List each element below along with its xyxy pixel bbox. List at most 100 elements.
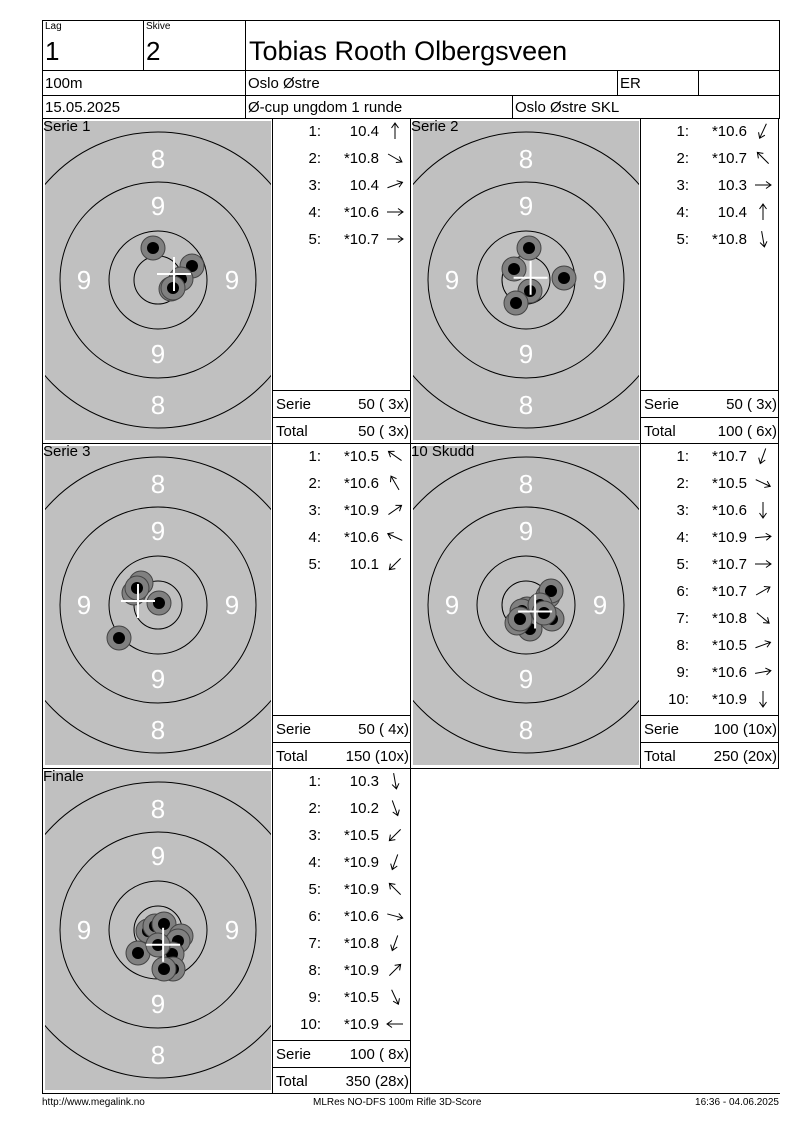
ring-number: 9 (151, 841, 165, 871)
target-ring (45, 781, 271, 1079)
target-ring (413, 131, 639, 429)
shot-number: 3: (308, 502, 321, 519)
shot-number: 9: (308, 989, 321, 1006)
shot-value: *10.7 (343, 231, 379, 248)
shot-number: 5: (308, 881, 321, 898)
shot-number: 2: (676, 475, 689, 492)
shot-number: 8: (676, 637, 689, 654)
shot-center (158, 918, 170, 930)
ring-number: 9 (519, 516, 533, 546)
direction-arrow-icon (754, 532, 772, 541)
shot-value: *10.6 (343, 908, 379, 925)
ring-number: 8 (151, 1040, 165, 1070)
footer-software: MLRes NO-DFS 100m Rifle 3D-Score (313, 1097, 482, 1108)
shot-list: 1: *10.5 2: *10.6 3: *10.9 4: *10.6 5: 10.1 Serie 5… (272, 443, 411, 769)
serie-label: Serie (276, 1046, 312, 1063)
shot-row: 2: 10.2 (273, 800, 411, 820)
shot-number: 6: (308, 908, 321, 925)
target-ring (413, 456, 639, 754)
shot-number: 1: (676, 448, 689, 465)
mpi-cross (146, 927, 181, 962)
shot-mark (125, 940, 151, 966)
target-block: 8 9 9 9 9 8 Serie 3 (42, 443, 273, 769)
shot-row: 7: *10.8 (641, 610, 779, 630)
ring-number: 9 (445, 265, 459, 295)
shot-value: *10.8 (711, 231, 747, 248)
shot-number: 5: (308, 556, 321, 573)
shot-value: 10.4 (717, 204, 747, 221)
shot-mark (531, 600, 557, 626)
direction-arrow-icon (387, 913, 404, 921)
ring-number: 8 (151, 794, 165, 824)
total-score: 250 (20x) (713, 748, 777, 765)
direction-arrow-icon (387, 450, 402, 461)
shot-list: 1: *10.7 2: *10.5 3: *10.6 4: *10.9 5: *10.7 6: *10… (640, 443, 779, 769)
shot-mark (146, 590, 172, 616)
shot-value: *10.8 (711, 610, 747, 627)
series-title: Serie 1 (43, 118, 91, 135)
shot-value: 10.3 (349, 773, 379, 790)
serie-score: 50 ( 3x) (726, 396, 777, 413)
ring-number: 9 (77, 265, 91, 295)
shot-row: 3: 10.4 (273, 177, 411, 197)
target-ring (59, 831, 257, 1029)
shot-mark (106, 625, 132, 651)
shot-row: 1: *10.6 (641, 123, 779, 143)
shot-row: 6: *10.6 (273, 908, 411, 928)
target-panel: 8 9 9 9 9 8 (413, 121, 639, 440)
direction-arrow-icon (387, 235, 404, 243)
shot-number: 5: (676, 556, 689, 573)
shot-value: *10.6 (711, 664, 747, 681)
serie-score: 50 ( 3x) (358, 396, 409, 413)
direction-arrow-icon (391, 989, 400, 1006)
shot-number: 1: (676, 123, 689, 140)
extra-cell (698, 70, 780, 96)
shot-value: *10.8 (343, 150, 379, 167)
shot-value: *10.7 (711, 556, 747, 573)
shot-value: *10.6 (711, 123, 747, 140)
ring-number: 8 (151, 469, 165, 499)
ring-number: 9 (77, 915, 91, 945)
shot-number: 5: (676, 231, 689, 248)
total-score: 350 (28x) (345, 1073, 409, 1090)
direction-arrow-icon (386, 532, 403, 541)
direction-arrow-icon (389, 475, 400, 491)
serie-sum-row: Serie 50 ( 4x) (273, 715, 411, 743)
direction-arrow-icon (755, 181, 772, 189)
footer-timestamp: 16:36 - 04.06.2025 (695, 1097, 779, 1108)
target-ring (108, 555, 208, 655)
total-sum-row: Total 100 ( 6x) (641, 417, 779, 445)
ring-number: 8 (151, 144, 165, 174)
target-ring (45, 131, 271, 429)
direction-arrow-icon (391, 122, 399, 139)
shot-value: *10.9 (343, 502, 379, 519)
shot-value: 10.3 (717, 177, 747, 194)
shot-row: 3: *10.5 (273, 827, 411, 847)
direction-arrow-icon (387, 208, 404, 216)
ring-number: 9 (151, 989, 165, 1019)
footer-link[interactable]: http://www.megalink.no (42, 1097, 145, 1108)
direction-arrow-icon (758, 448, 767, 465)
shot-number: 1: (308, 123, 321, 140)
ring-number: 9 (225, 915, 239, 945)
shot-value: *10.7 (711, 448, 747, 465)
shot-row: 5: *10.7 (641, 556, 779, 576)
direction-arrow-icon (755, 667, 772, 676)
skive-value: 2 (146, 36, 161, 66)
footer-divider (42, 1093, 780, 1094)
lag-label: Lag (45, 21, 62, 32)
shot-number: 7: (308, 935, 321, 952)
serie-score: 100 ( 8x) (349, 1046, 409, 1063)
shooter-name: Tobias Rooth Olbergsveen (249, 36, 568, 66)
target-svg: 8 9 9 9 9 8 (45, 131, 271, 429)
target-svg: 8 9 9 9 9 8 (45, 781, 271, 1079)
shot-center (132, 947, 144, 959)
serie-label: Serie (276, 721, 312, 738)
shot-number: 10: (300, 1016, 321, 1033)
shot-number: 1: (308, 773, 321, 790)
shot-mark (551, 265, 577, 291)
shot-value: 10.2 (349, 800, 379, 817)
target-ring (59, 506, 257, 704)
shot-center (508, 263, 520, 275)
shot-number: 2: (676, 150, 689, 167)
